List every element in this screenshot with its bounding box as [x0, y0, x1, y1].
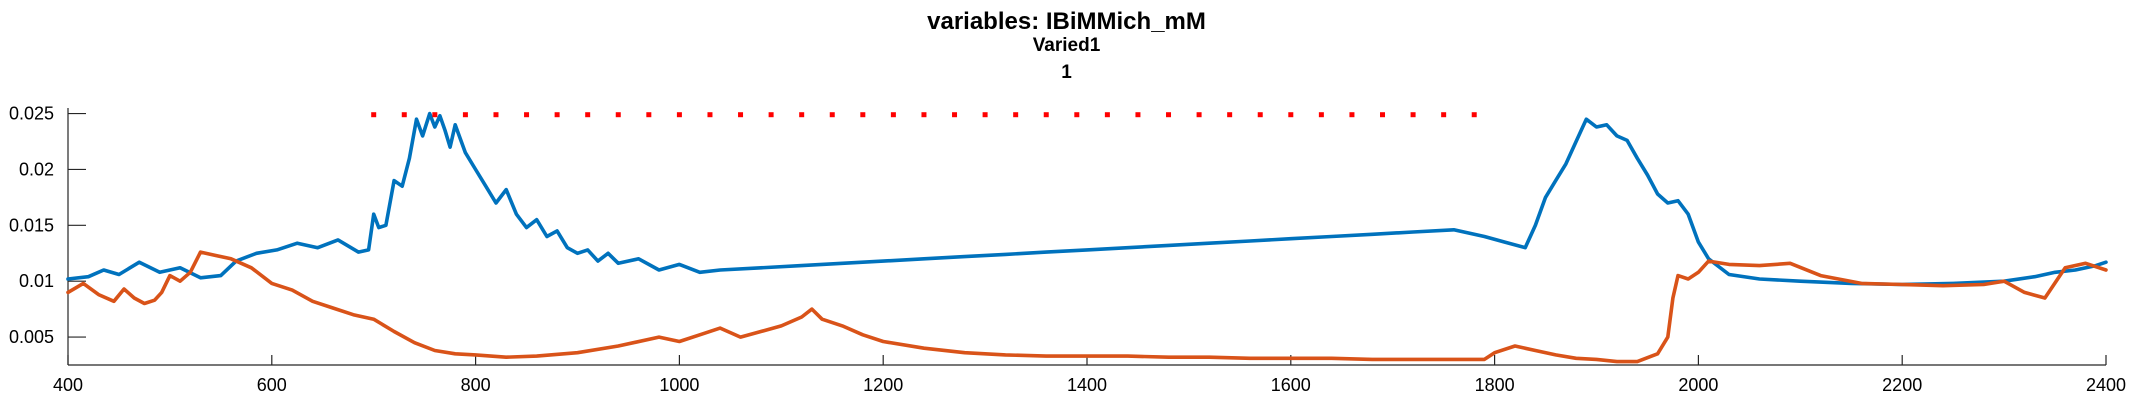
chart-subsubtitle: 1	[1061, 62, 1072, 83]
x-tick-label: 1000	[659, 375, 699, 395]
red-dotted-marker	[982, 112, 988, 118]
red-dotted-marker	[1410, 112, 1416, 118]
red-dotted-marker	[1135, 112, 1141, 118]
y-tick-label: 0.01	[19, 271, 54, 291]
red-dotted-marker	[371, 112, 377, 118]
red-dotted-marker	[1043, 112, 1049, 118]
orange-series-line	[66, 250, 2108, 364]
blue-series-line	[66, 111, 2108, 287]
red-dotted-marker	[432, 112, 438, 118]
red-dotted-marker	[462, 112, 468, 118]
y-tick-label: 0.005	[9, 327, 54, 347]
red-dotted-marker	[921, 112, 927, 118]
red-dotted-marker	[585, 112, 591, 118]
red-dotted-marker	[829, 112, 835, 118]
red-dotted-marker	[524, 112, 530, 118]
red-dotted-marker	[1380, 112, 1386, 118]
y-tick-label: 0.015	[9, 215, 54, 235]
red-dotted-marker	[1349, 112, 1355, 118]
y-tick-label: 0.02	[19, 159, 54, 179]
x-tick-label: 600	[257, 375, 287, 395]
y-tick-label: 0.025	[9, 104, 54, 124]
x-tick-label: 400	[53, 375, 83, 395]
x-tick-label: 2400	[2086, 375, 2126, 395]
chart-axes: 400 600 800 1000 1200 1400 1600 1800 2000 2200 240…	[9, 104, 2126, 395]
red-dotted-marker	[401, 112, 407, 118]
red-dotted-marker	[1196, 112, 1202, 118]
red-dotted-marker	[952, 112, 958, 118]
red-dotted-marker	[493, 112, 499, 118]
red-dotted-marker	[707, 112, 713, 118]
red-dotted-marker	[1013, 112, 1019, 118]
x-tick-label: 1600	[1271, 375, 1311, 395]
red-dotted-marker	[860, 112, 866, 118]
red-dotted-marker	[1257, 112, 1263, 118]
chart-plot-area	[66, 111, 2108, 364]
red-dotted-marker	[738, 112, 744, 118]
red-dotted-marker	[554, 112, 560, 118]
red-dotted-marker	[890, 112, 896, 118]
red-dotted-marker	[615, 112, 621, 118]
x-tick-label: 2000	[1678, 375, 1718, 395]
chart-title: variables: IBiMMich_mM	[927, 8, 1206, 35]
red-dotted-marker	[1227, 112, 1233, 118]
red-dotted-marker	[676, 112, 682, 118]
chart-subtitle: Varied1	[1032, 35, 1101, 56]
x-tick-label: 1800	[1475, 375, 1515, 395]
red-dotted-marker	[768, 112, 774, 118]
red-dotted-marker	[799, 112, 805, 118]
red-dotted-marker	[1441, 112, 1447, 118]
red-dotted-marker	[1288, 112, 1294, 118]
x-tick-label: 2200	[1882, 375, 1922, 395]
x-tick-label: 800	[461, 375, 491, 395]
red-dotted-marker	[1074, 112, 1080, 118]
x-tick-label: 1400	[1067, 375, 1107, 395]
red-dotted-marker	[1318, 112, 1324, 118]
red-dotted-marker	[1166, 112, 1172, 118]
red-dotted-marker	[1471, 112, 1477, 118]
red-dotted-marker	[646, 112, 652, 118]
red-dotted-marker	[1104, 112, 1110, 118]
x-tick-label: 1200	[863, 375, 903, 395]
